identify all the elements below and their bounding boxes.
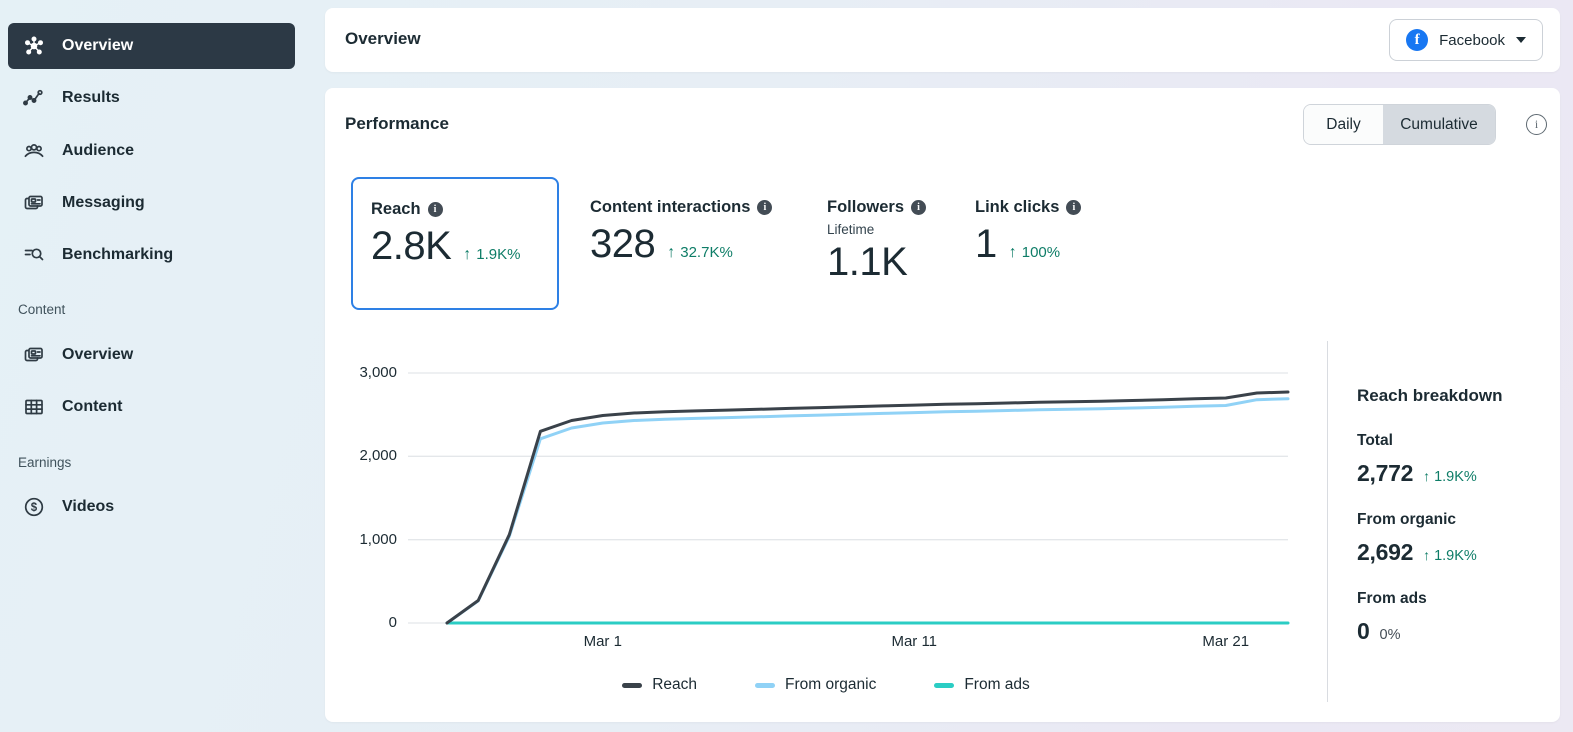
- metric-card-reach[interactable]: Reach i 2.8K ↑ 1.9K%: [351, 177, 559, 310]
- sidebar-item-content-overview[interactable]: Overview: [8, 332, 295, 378]
- metric-value-content-interactions: 328: [590, 222, 656, 266]
- sidebar-item-videos[interactable]: $ Videos: [8, 484, 295, 530]
- sidebar-item-label: Overview: [62, 37, 134, 54]
- metric-label-link-clicks: Link clicks i: [975, 198, 1082, 217]
- breakdown-total-delta: ↑ 1.9K%: [1423, 468, 1477, 485]
- content-table-icon: [22, 395, 46, 419]
- breakdown-ads-value: 0: [1357, 618, 1370, 644]
- page-header: Overview f Facebook: [325, 8, 1560, 72]
- breakdown-row-ads: From ads 0 0%: [1357, 590, 1427, 644]
- x-tick-label: Mar 1: [583, 633, 622, 650]
- sidebar-item-overview[interactable]: Overview: [8, 23, 295, 69]
- link-clicks-info-icon[interactable]: i: [1066, 200, 1082, 215]
- facebook-logo-icon: f: [1406, 29, 1429, 51]
- content-overview-cards-icon: [22, 343, 46, 367]
- metric-card-content-interactions[interactable]: Content interactions i 328 ↑ 32.7K%: [590, 198, 773, 266]
- sidebar-item-benchmarking[interactable]: Benchmarking: [8, 232, 295, 278]
- metric-label-followers: Followers i: [827, 198, 927, 217]
- reach-line-chart: 0 1,000 2,000 3,000 Mar 1 Mar 11 Mar 21: [325, 360, 1327, 660]
- performance-info-icon[interactable]: i: [1526, 114, 1547, 135]
- sidebar-section-content: Content: [18, 302, 66, 317]
- metric-label-reach: Reach i: [371, 200, 443, 219]
- sidebar-item-label: Overview: [62, 346, 134, 363]
- reach-breakdown-panel: Reach breakdown Total 2,772 ↑ 1.9K% From…: [1357, 386, 1547, 669]
- up-arrow-icon: ↑: [1423, 547, 1431, 563]
- sidebar-item-label: Content: [62, 398, 123, 415]
- sidebar: Overview Results Audience: [0, 0, 318, 732]
- followers-info-icon[interactable]: i: [911, 200, 927, 215]
- sidebar-item-label: Videos: [62, 498, 115, 515]
- breakdown-organic-value: 2,692: [1357, 539, 1414, 565]
- y-tick-label: 3,000: [359, 364, 397, 381]
- toggle-daily[interactable]: Daily: [1304, 105, 1383, 144]
- legend-item-reach: Reach: [622, 676, 697, 694]
- performance-title: Performance: [345, 114, 449, 133]
- breakdown-ads-delta: 0%: [1379, 627, 1401, 643]
- y-tick-label: 0: [388, 614, 397, 631]
- x-tick-label: Mar 21: [1202, 633, 1250, 650]
- followers-sublabel: Lifetime: [827, 222, 875, 237]
- sidebar-section-earnings: Earnings: [18, 455, 72, 470]
- up-arrow-icon: ↑: [1008, 244, 1017, 261]
- legend-item-from-organic: From organic: [755, 676, 876, 694]
- granularity-toggle: Daily Cumulative: [1303, 104, 1496, 145]
- breakdown-organic-delta: ↑ 1.9K%: [1423, 547, 1477, 564]
- reach-swatch-icon: [622, 682, 643, 688]
- breakdown-title: Reach breakdown: [1357, 386, 1503, 405]
- audience-people-icon: [22, 139, 46, 163]
- sidebar-item-label: Results: [62, 89, 120, 106]
- metric-delta-reach: ↑ 1.9K%: [463, 246, 521, 263]
- page-selector-button[interactable]: f Facebook: [1389, 19, 1543, 61]
- toggle-cumulative[interactable]: Cumulative: [1383, 105, 1495, 144]
- sidebar-item-label: Audience: [62, 142, 135, 159]
- up-arrow-icon: ↑: [1423, 468, 1431, 484]
- metric-label-content-interactions: Content interactions i: [590, 198, 773, 217]
- sidebar-item-label: Messaging: [62, 194, 145, 211]
- metric-delta-content-interactions: ↑ 32.7K%: [667, 244, 733, 261]
- sidebar-item-results[interactable]: Results: [8, 75, 295, 121]
- sidebar-item-content[interactable]: Content: [8, 384, 295, 430]
- from-organic-swatch-icon: [755, 682, 776, 688]
- sidebar-item-label: Benchmarking: [62, 246, 174, 263]
- metric-value-reach: 2.8K: [371, 224, 452, 268]
- series-line-from-organic: [445, 397, 1290, 625]
- metric-value-link-clicks: 1: [975, 222, 997, 266]
- breakdown-row-total: Total 2,772 ↑ 1.9K%: [1357, 432, 1477, 486]
- videos-earnings-dollar-icon: $: [22, 495, 46, 519]
- chevron-down-icon: [1516, 37, 1526, 43]
- benchmarking-search-icon: [22, 243, 46, 267]
- sidebar-item-messaging[interactable]: Messaging: [8, 180, 295, 226]
- results-chart-icon: [22, 86, 46, 110]
- metric-value-followers: 1.1K: [827, 240, 908, 284]
- up-arrow-icon: ↑: [667, 244, 676, 261]
- from-ads-swatch-icon: [934, 682, 955, 688]
- breakdown-total-value: 2,772: [1357, 460, 1414, 486]
- reach-info-icon[interactable]: i: [427, 202, 443, 217]
- chart-plot-area[interactable]: [408, 360, 1292, 633]
- sidebar-item-audience[interactable]: Audience: [8, 128, 295, 174]
- metric-card-followers[interactable]: Followers i Lifetime 1.1K: [827, 198, 927, 284]
- x-tick-label: Mar 11: [891, 633, 938, 650]
- content-interactions-info-icon[interactable]: i: [757, 200, 773, 215]
- overview-molecule-icon: [22, 34, 46, 58]
- metric-card-link-clicks[interactable]: Link clicks i 1 ↑ 100%: [975, 198, 1082, 266]
- chart-legend: Reach From organic From ads: [325, 676, 1327, 694]
- vertical-divider: [1327, 341, 1328, 702]
- svg-text:$: $: [31, 502, 38, 514]
- legend-item-from-ads: From ads: [934, 676, 1030, 694]
- y-tick-label: 2,000: [359, 447, 397, 465]
- breakdown-row-organic: From organic 2,692 ↑ 1.9K%: [1357, 511, 1477, 565]
- series-line-reach: [445, 390, 1290, 625]
- messaging-cards-icon: [22, 191, 46, 215]
- y-tick-label: 1,000: [359, 530, 397, 548]
- up-arrow-icon: ↑: [463, 246, 472, 263]
- page-title: Overview: [345, 29, 421, 48]
- page-selector-label: Facebook: [1439, 31, 1505, 49]
- metric-delta-link-clicks: ↑ 100%: [1008, 244, 1061, 261]
